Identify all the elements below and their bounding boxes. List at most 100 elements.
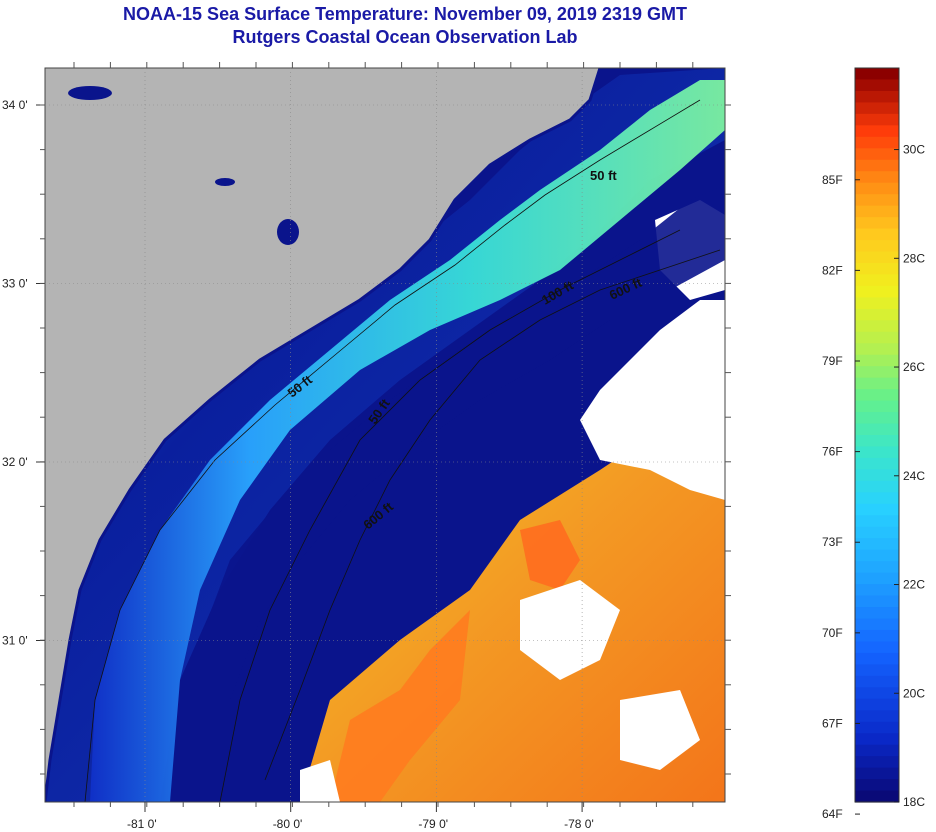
colorbar-swatch [855,136,899,149]
colorbar-swatch [855,572,899,585]
colorbar-swatch [855,618,899,631]
colorbar-swatch [855,446,899,459]
contour-label: 50 ft [590,168,617,183]
celsius-label: 30C [903,143,925,157]
contour-600ft [264,249,721,781]
colorbar-swatch [855,159,899,172]
colorbar-swatch [855,217,899,230]
colorbar-swatch [855,584,899,597]
colorbar-swatch [855,148,899,161]
inland-lake [277,219,299,245]
colorbar-swatch [855,480,899,493]
land-mass [45,68,600,802]
cloud-mask-south [520,580,620,680]
colorbar-swatch [855,400,899,413]
colorbar-swatch [855,240,899,253]
colorbar-swatch [855,561,899,574]
inner-shelf-water [90,80,725,802]
colorbar-swatch [855,503,899,516]
colorbar-swatch [855,641,899,654]
celsius-label: 22C [903,578,925,592]
colorbar-swatch [855,423,899,436]
cold-filament [200,185,725,700]
fahrenheit-label: 82F [822,263,843,277]
colorbar-swatch [855,664,899,677]
celsius-label: 20C [903,686,925,700]
colorbar-swatch [855,251,899,264]
map-title: NOAA-15 Sea Surface Temperature: Novembe… [123,4,687,24]
colorbar-swatch [855,595,899,608]
colorbar-swatch [855,389,899,402]
colorbar-swatch [855,629,899,643]
map-subtitle: Rutgers Coastal Ocean Observation Lab [232,27,578,47]
colorbar-swatch [855,343,899,356]
colorbar-swatch [855,435,899,448]
colorbar-swatch [855,308,899,321]
colorbar-swatch [855,607,899,620]
cloud-mask-east [580,300,725,500]
lat-tick-label: 33 0' [2,277,28,291]
colorbar-swatch [855,492,899,505]
colorbar-swatch [855,68,899,81]
colorbar-swatch [855,285,899,298]
fahrenheit-label: 76F [822,445,843,459]
colorbar-swatch [855,113,899,126]
fahrenheit-label: 64F [822,807,843,821]
colorbar-swatch [855,377,899,390]
colorbar-swatch [855,182,899,195]
shoreline [45,68,602,802]
colorbar-swatch [855,652,899,665]
colorbar-swatch [855,262,899,276]
contour-50ft [84,99,701,802]
lon-tick-label: -79 0' [418,817,448,831]
fahrenheit-label: 79F [822,354,843,368]
map-frame [44,67,726,803]
colorbar-swatch [855,733,899,746]
colorbar-swatch [855,331,899,344]
lat-tick-label: 34 0' [2,98,28,112]
celsius-label: 26C [903,360,925,374]
colorbar-swatch [855,710,899,723]
celsius-label: 28C [903,251,925,265]
cloud-mask-southwest [300,760,340,802]
colorbar-swatch [855,102,899,115]
colorbar-swatch [855,171,899,184]
colorbar-swatch [855,698,899,711]
colorbar-swatch [855,721,899,734]
colorbar-swatch [855,320,899,333]
colorbar-swatch [855,538,899,551]
colorbar-swatch [855,205,899,218]
orange-warm-patch [520,520,580,590]
lon-tick-label: -78 0' [564,817,594,831]
fahrenheit-label: 70F [822,626,843,640]
celsius-label: 18C [903,795,925,809]
colorbar-swatch [855,274,899,287]
inland-lake [215,178,235,186]
colorbar-swatch [855,90,899,104]
colorbar-swatch [855,79,899,92]
colorbar-swatch [855,125,899,138]
colorbar-swatch [855,549,899,562]
colorbar-swatch [855,526,899,539]
colorbar-swatch [855,675,899,688]
cloud-mask-southeast [620,690,700,770]
orange-warm-core [330,610,470,802]
lat-tick-label: 31 0' [2,634,28,648]
inland-lake [68,86,112,100]
lon-tick-label: -80 0' [273,817,303,831]
celsius-label: 24C [903,469,925,483]
colorbar-swatch [855,228,899,241]
colorbar-swatch [855,366,899,379]
lat-tick-label: 32 0' [2,455,28,469]
colorbar-swatch [855,457,899,471]
colorbar-swatch [855,767,899,780]
colorbar-swatch [855,297,899,310]
colorbar-swatch [855,756,899,769]
colorbar-swatch [855,469,899,482]
fahrenheit-label: 73F [822,535,843,549]
fahrenheit-label: 67F [822,716,843,730]
lon-tick-label: -81 0' [127,817,157,831]
colorbar-swatch [855,744,899,757]
